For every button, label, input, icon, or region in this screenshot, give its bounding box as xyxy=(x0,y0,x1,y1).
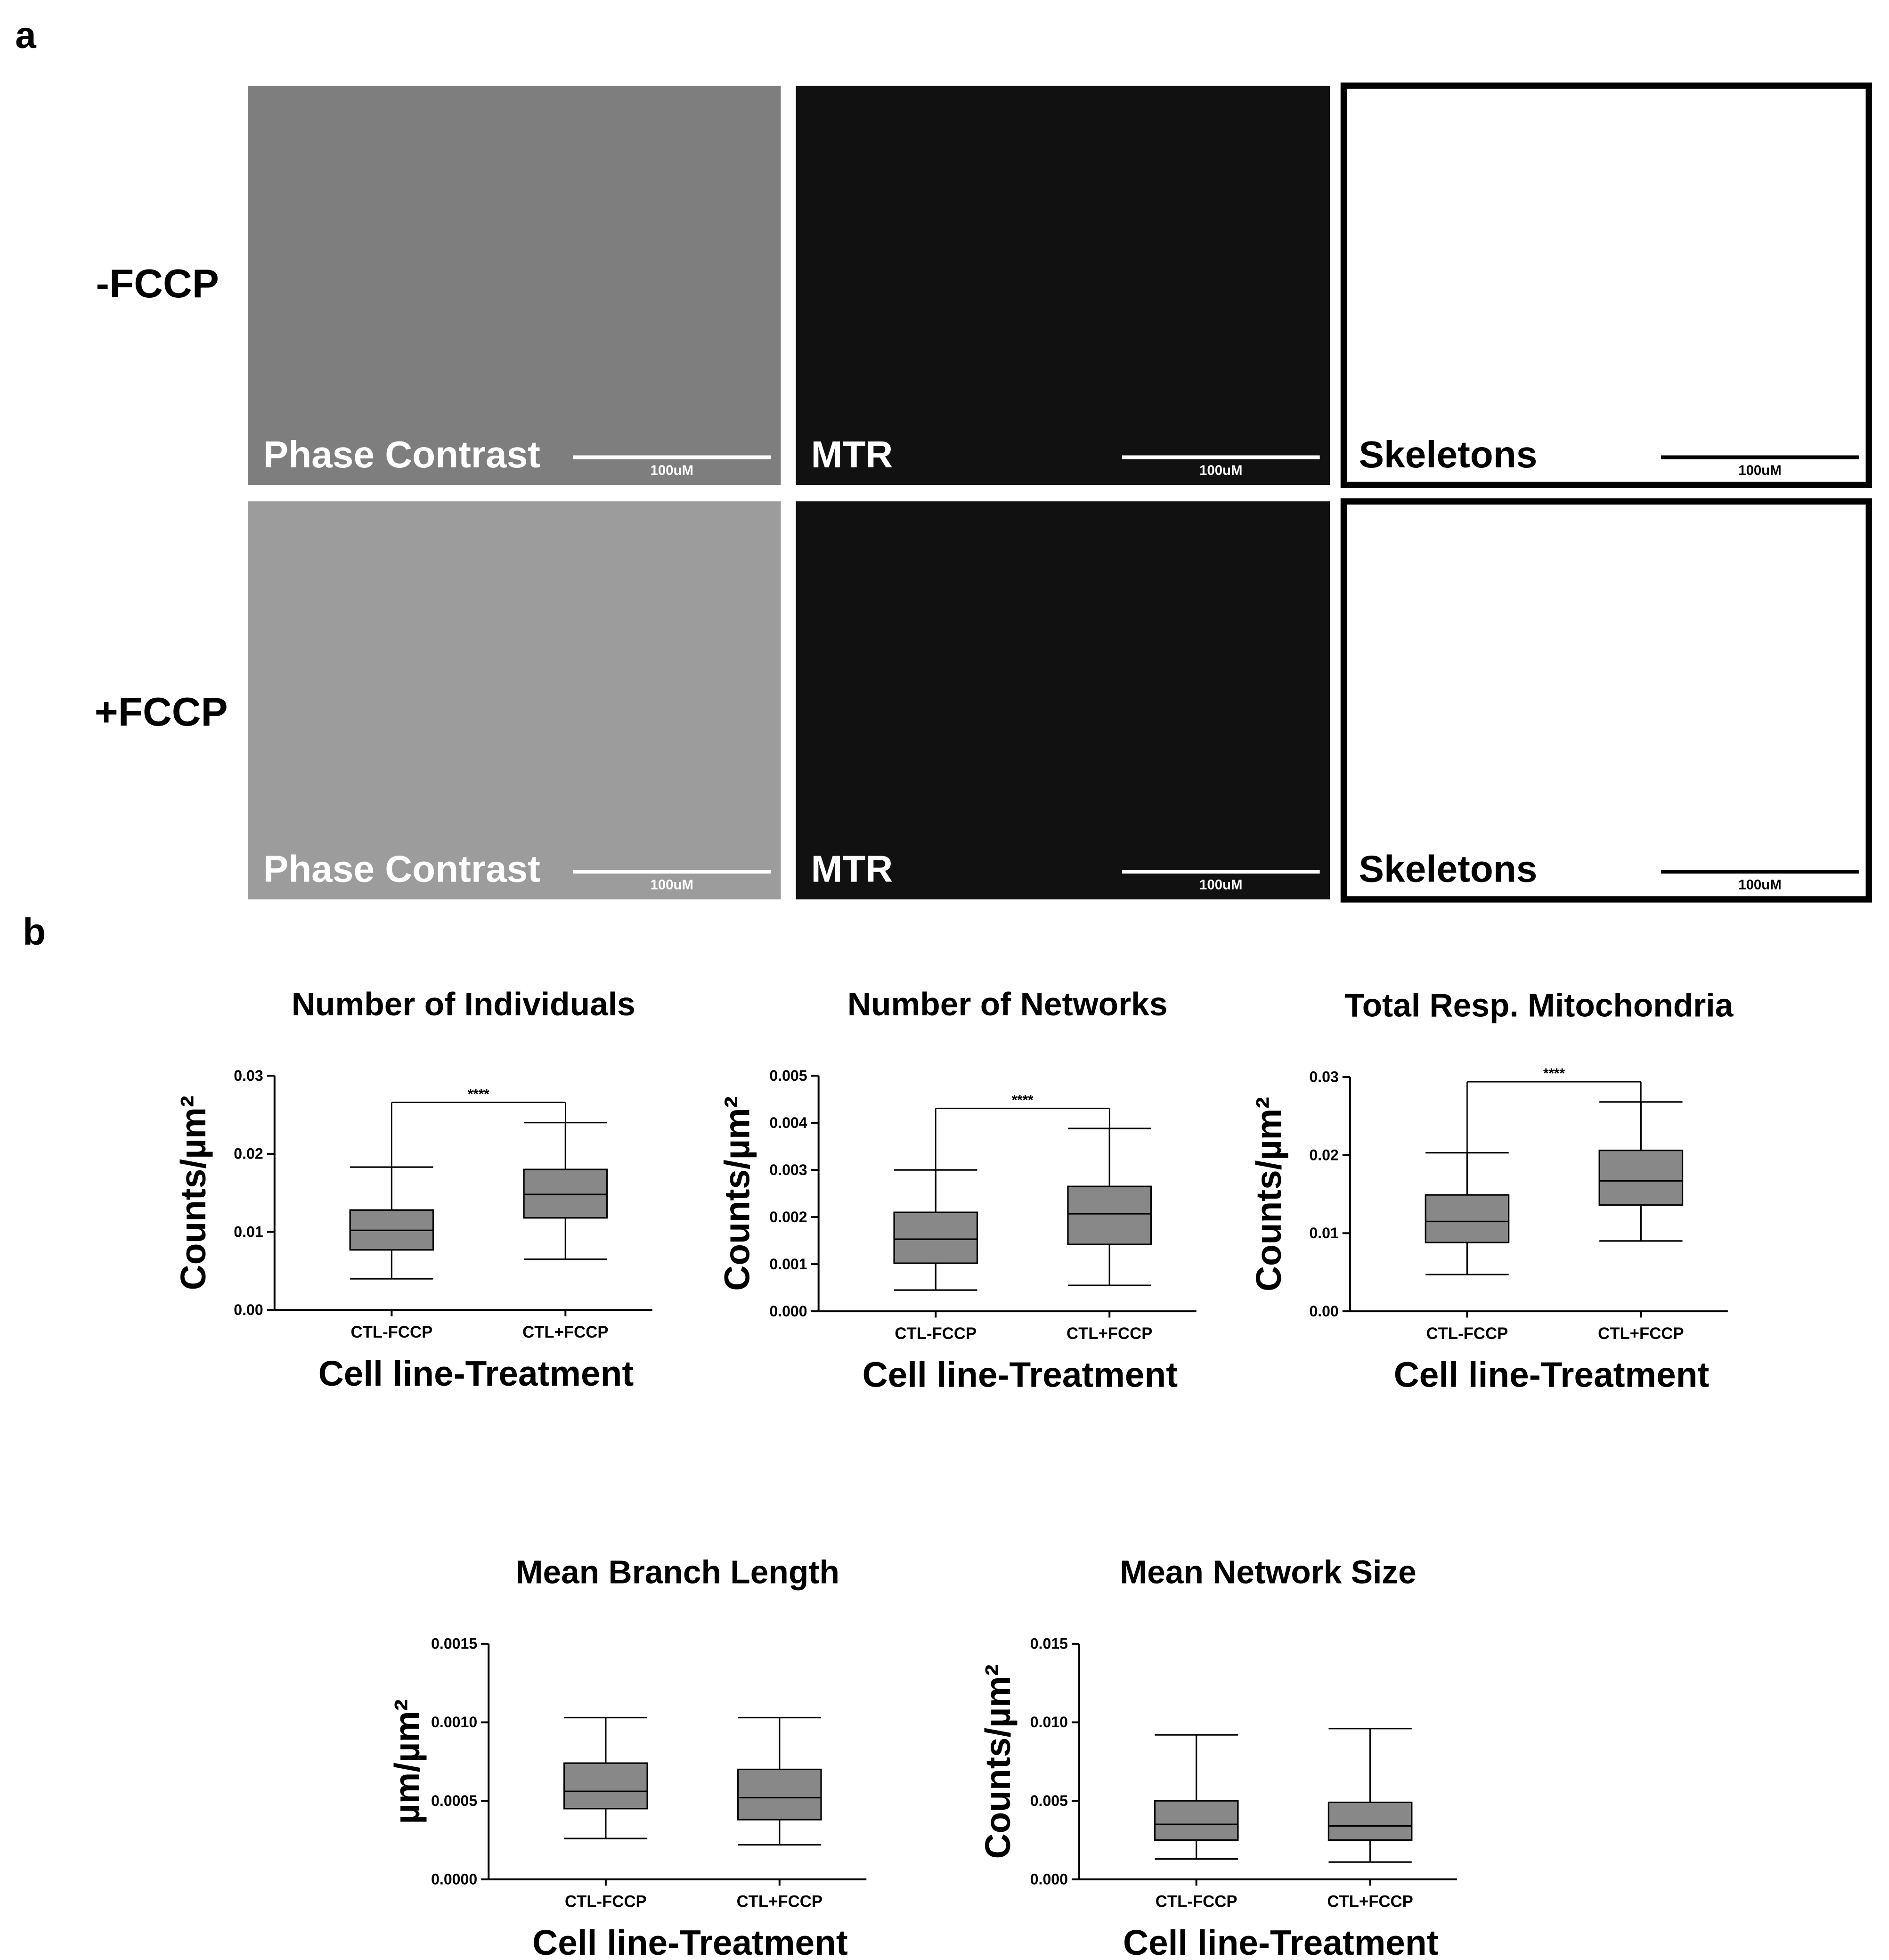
y-tick-label: 0.0005 xyxy=(431,1792,477,1809)
x-tick-label: CTL+FCCP xyxy=(737,1893,822,1911)
y-tick-label: 0.015 xyxy=(1030,1635,1068,1652)
y-tick-label: 0.03 xyxy=(234,1067,263,1084)
x-tick-label: CTL+FCCP xyxy=(1067,1325,1152,1343)
panel-label: b xyxy=(23,910,46,953)
image-tile xyxy=(248,501,781,899)
y-tick-label: 0.002 xyxy=(769,1209,807,1225)
image-tile xyxy=(1340,82,1872,489)
y-tick-label: 0.001 xyxy=(769,1256,807,1273)
row-label: -FCCP xyxy=(96,261,219,306)
x-axis-label: Cell line-Treatment xyxy=(318,1354,634,1393)
x-tick-label: CTL-FCCP xyxy=(1426,1325,1508,1343)
scale-bar-label: 100uM xyxy=(650,877,693,893)
scale-bar-label: 100uM xyxy=(1738,463,1781,478)
box xyxy=(523,1168,608,1219)
y-tick-label: 0.0000 xyxy=(431,1870,477,1887)
scale-bar-label: 100uM xyxy=(1738,877,1781,893)
box xyxy=(1598,1150,1684,1206)
x-axis-label: Cell line-Treatment xyxy=(863,1355,1178,1394)
y-tick-label: 0.003 xyxy=(769,1161,807,1178)
significance-label: **** xyxy=(1012,1092,1034,1108)
panel-label: a xyxy=(15,14,37,56)
significance-label: **** xyxy=(1543,1066,1565,1081)
chart-title: Number of Individuals xyxy=(292,986,635,1022)
image-label: Phase Contrast xyxy=(263,433,540,475)
y-axis-label: Counts/µm² xyxy=(717,1096,757,1291)
image-label: MTR xyxy=(811,847,893,890)
box xyxy=(1425,1194,1510,1243)
x-tick-label: CTL+FCCP xyxy=(1327,1893,1413,1911)
y-tick-label: 0.010 xyxy=(1030,1714,1068,1731)
box xyxy=(737,1768,822,1821)
image-label: Skeletons xyxy=(1359,433,1538,475)
chart-title: Mean Branch Length xyxy=(516,1554,839,1591)
x-tick-label: CTL+FCCP xyxy=(522,1323,608,1341)
chart-title: Number of Networks xyxy=(847,986,1168,1022)
x-tick-label: CTL-FCCP xyxy=(565,1893,647,1911)
y-tick-label: 0.02 xyxy=(1309,1146,1338,1163)
scale-bar-label: 100uM xyxy=(1199,877,1242,893)
y-tick-label: 0.000 xyxy=(769,1303,807,1320)
box xyxy=(1154,1800,1239,1841)
image-label: Phase Contrast xyxy=(263,847,540,890)
box xyxy=(1327,1801,1413,1841)
y-axis-label: Counts/µm² xyxy=(1249,1097,1288,1291)
image-label: Skeletons xyxy=(1359,847,1538,890)
scale-bar-label: 100uM xyxy=(1199,463,1242,478)
scale-bar-label: 100uM xyxy=(650,463,693,478)
x-tick-label: CTL-FCCP xyxy=(1156,1893,1238,1911)
x-tick-label: CTL-FCCP xyxy=(895,1325,977,1343)
box xyxy=(563,1762,648,1810)
y-tick-label: 0.01 xyxy=(1309,1225,1338,1241)
y-axis-label: Counts/µm² xyxy=(173,1095,213,1290)
chart-title: Total Resp. Mitochondria xyxy=(1344,987,1734,1024)
chart-title: Mean Network Size xyxy=(1120,1554,1417,1591)
x-tick-label: CTL+FCCP xyxy=(1598,1325,1684,1343)
image-label: MTR xyxy=(811,433,893,475)
y-axis-label: µm/µm² xyxy=(387,1699,427,1824)
x-tick-label: CTL-FCCP xyxy=(351,1323,433,1341)
y-tick-label: 0.0010 xyxy=(431,1714,477,1731)
y-axis-label: Counts/µm² xyxy=(978,1664,1018,1859)
y-tick-label: 0.01 xyxy=(234,1223,263,1240)
y-tick-label: 0.005 xyxy=(769,1067,807,1084)
image-tile xyxy=(1340,498,1872,903)
x-axis-label: Cell line-Treatment xyxy=(1123,1923,1439,1960)
y-tick-label: 0.00 xyxy=(1309,1303,1338,1320)
image-tile xyxy=(248,85,781,485)
image-tile xyxy=(796,501,1330,899)
significance-label: **** xyxy=(468,1086,489,1102)
x-axis-label: Cell line-Treatment xyxy=(532,1923,848,1960)
y-tick-label: 0.005 xyxy=(1030,1792,1068,1809)
y-tick-label: 0.02 xyxy=(234,1145,263,1162)
y-tick-label: 0.004 xyxy=(769,1114,807,1131)
box xyxy=(1067,1185,1152,1245)
y-tick-label: 0.0015 xyxy=(431,1635,477,1652)
row-label: +FCCP xyxy=(95,690,228,735)
x-axis-label: Cell line-Treatment xyxy=(1394,1355,1710,1394)
box xyxy=(893,1211,978,1264)
image-tile xyxy=(796,85,1330,485)
y-tick-label: 0.000 xyxy=(1030,1870,1068,1887)
y-tick-label: 0.03 xyxy=(1309,1069,1338,1086)
y-tick-label: 0.00 xyxy=(234,1301,263,1318)
